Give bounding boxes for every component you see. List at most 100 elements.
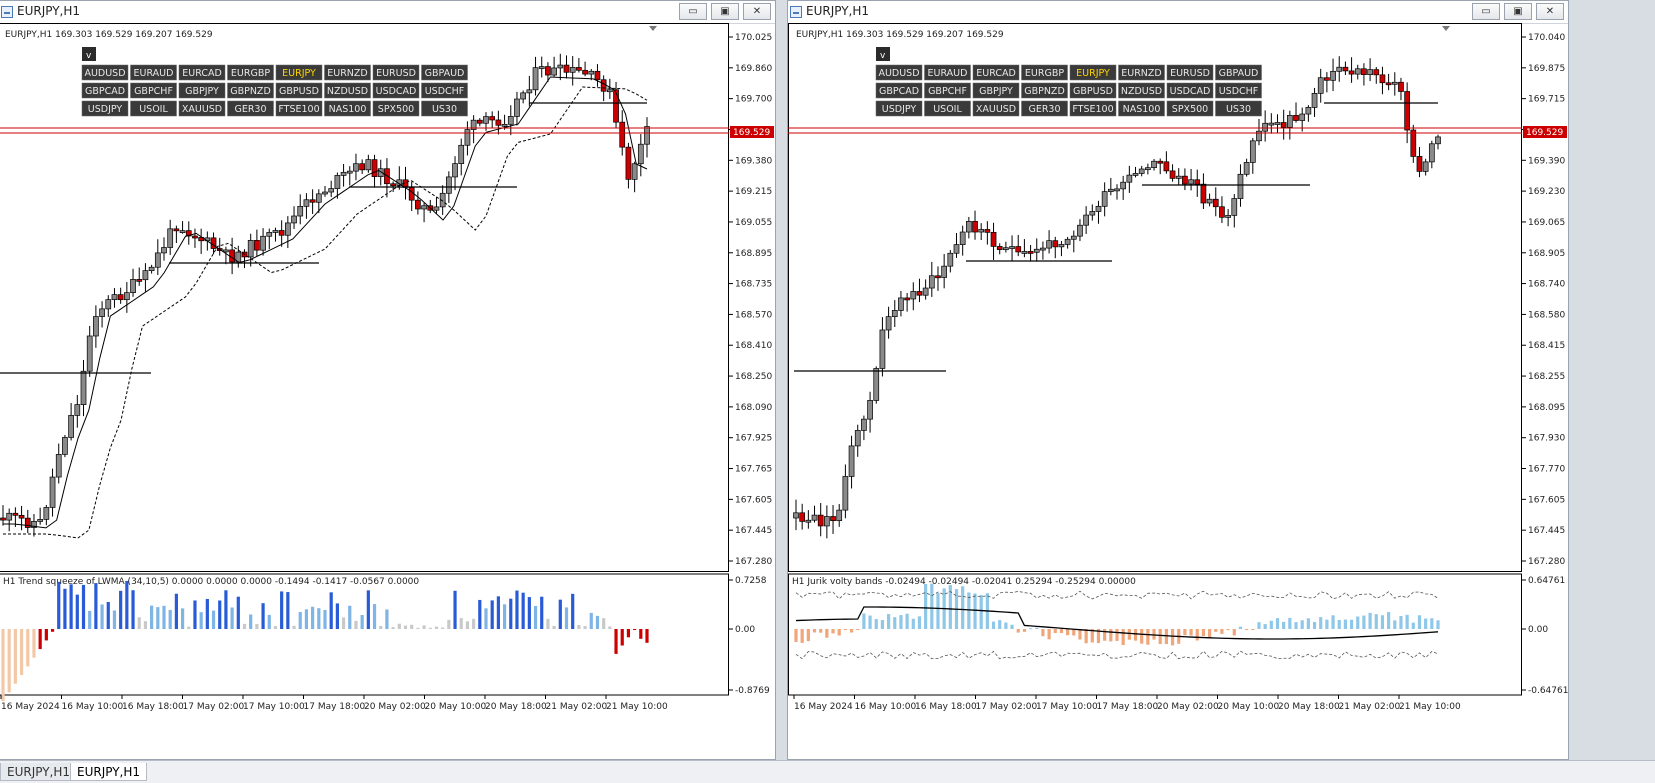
symbol-button-gbpjpy[interactable] [972,82,1020,99]
symbol-button-spx500[interactable] [1166,100,1214,117]
indicator-bar [1275,618,1280,629]
time-label: 17 May 18:00 [1097,702,1159,712]
candle-body [563,64,570,73]
indicator-bar [1411,622,1415,629]
symbol-button-eurcad[interactable] [972,64,1020,81]
symbol-button-eurnzd[interactable] [1118,64,1165,81]
tab-chart-1[interactable]: EURJPY,H1 [0,763,78,781]
candle-body [1410,129,1417,157]
candle-body [1367,69,1373,75]
symbol-button-gbpjpy[interactable] [178,82,226,99]
symbol-button-usdjpy[interactable] [81,100,129,117]
time-label: 21 May 02:00 [1339,702,1401,712]
indicator-bar [1170,629,1175,646]
symbol-button-usdchf[interactable] [1215,82,1262,99]
chart-window-2[interactable]: EURJPY,H1 ▭ ▣ ✕ EURJPY,H1 169.303 169.52… [787,0,1569,760]
symbol-button-gbpcad[interactable] [875,82,923,99]
candle-body [1274,122,1281,125]
symbol-button-nzdusd[interactable] [1118,82,1165,99]
minimize-button[interactable]: ▭ [679,3,707,20]
price-label: 168.570 [735,310,772,320]
indicator-bar [205,598,209,629]
price-chart[interactable]: EURJPY,H1 169.303 169.529 169.207 169.52… [788,23,1568,759]
symbol-button-eurgbp[interactable] [227,64,274,81]
symbol-button-nas100[interactable] [324,100,371,117]
symbol-toggle-button[interactable] [876,47,890,61]
symbol-button-xauusd[interactable] [972,100,1020,117]
symbol-button-gbpusd[interactable] [275,82,323,99]
symbol-button-gbpcad[interactable] [81,82,129,99]
symbol-label: EURGBP [231,68,270,79]
indicator-bar [886,614,891,629]
window-titlebar[interactable]: EURJPY,H1 ▭ ▣ ✕ [788,1,1568,24]
indicator-bar [7,629,11,693]
symbol-button-ftse100[interactable] [1069,100,1117,117]
symbol-button-gbpaud[interactable] [421,64,468,81]
indicator-bar [242,623,247,629]
symbol-button-usdchf[interactable] [421,82,468,99]
symbol-button-usoil[interactable] [924,100,971,117]
price-chart[interactable]: EURJPY,H1 169.303 169.529 169.207 169.52… [0,23,775,759]
restore-button[interactable]: ▣ [711,3,739,20]
symbol-button-gbpnzd[interactable] [227,82,274,99]
symbol-button-ger30[interactable] [1021,100,1068,117]
close-button[interactable]: ✕ [743,3,771,20]
candle-body [1268,122,1275,126]
indicator-bar [868,615,872,629]
symbol-button-gbpaud[interactable] [1215,64,1262,81]
symbol-button-usdjpy[interactable] [875,100,923,117]
symbol-button-euraud[interactable] [924,64,971,81]
indicator-bar [973,593,977,629]
symbol-button-gbpchf[interactable] [924,82,971,99]
indicator-bar [1417,615,1422,629]
candle-body [55,454,62,478]
symbol-button-usdcad[interactable] [372,82,420,99]
indicator-bar [106,601,110,629]
indicator-bar [44,629,48,641]
tab-chart-2[interactable]: EURJPY,H1 [70,763,148,781]
candle-body [142,270,149,281]
chart-window-1[interactable]: EURJPY,H1 ▭ ▣ ✕ EURJPY,H1 169.303 169.52… [0,0,776,760]
candle-body [260,235,266,251]
candle-body [824,516,830,527]
symbol-button-eurusd[interactable] [1166,64,1214,81]
symbol-button-eurjpy[interactable] [275,64,323,81]
symbol-button-eurjpy[interactable] [1069,64,1117,81]
symbol-button-eurgbp[interactable] [1021,64,1068,81]
symbol-button-ger30[interactable] [227,100,274,117]
symbol-button-usdcad[interactable] [1166,82,1214,99]
candle-body [588,70,595,75]
candle-body [1256,130,1262,142]
symbol-button-usoil[interactable] [130,100,177,117]
symbol-button-xauusd[interactable] [178,100,226,117]
indicator-bar [32,629,36,658]
symbol-button-us30[interactable] [1215,100,1262,117]
restore-button[interactable]: ▣ [1504,3,1532,20]
symbol-button-gbpchf[interactable] [130,82,177,99]
indicator-bar [385,609,389,629]
minimize-button[interactable]: ▭ [1472,3,1500,20]
symbol-button-euraud[interactable] [130,64,177,81]
candle-body [1225,215,1231,218]
symbol-button-eurcad[interactable] [178,64,226,81]
symbol-button-eurusd[interactable] [372,64,420,81]
symbol-button-audusd[interactable] [81,64,129,81]
symbol-button-gbpnzd[interactable] [1021,82,1068,99]
symbol-button-nas100[interactable] [1118,100,1165,117]
window-titlebar[interactable]: EURJPY,H1 ▭ ▣ ✕ [0,1,775,24]
close-button[interactable]: ✕ [1536,3,1564,20]
candle-body [978,229,985,233]
candle-body [1027,251,1034,254]
symbol-button-eurnzd[interactable] [324,64,371,81]
symbol-label: US30 [432,104,457,115]
symbol-button-spx500[interactable] [372,100,420,117]
symbol-button-nzdusd[interactable] [324,82,371,99]
indicator-bar [478,599,482,629]
symbol-button-gbpusd[interactable] [1069,82,1117,99]
chart-header: EURJPY,H1 169.303 169.529 169.207 169.52… [796,30,1004,40]
symbol-toggle-button[interactable] [82,47,96,61]
symbol-button-audusd[interactable] [875,64,923,81]
candle-body [37,519,44,522]
symbol-button-ftse100[interactable] [275,100,323,117]
symbol-button-us30[interactable] [421,100,468,117]
